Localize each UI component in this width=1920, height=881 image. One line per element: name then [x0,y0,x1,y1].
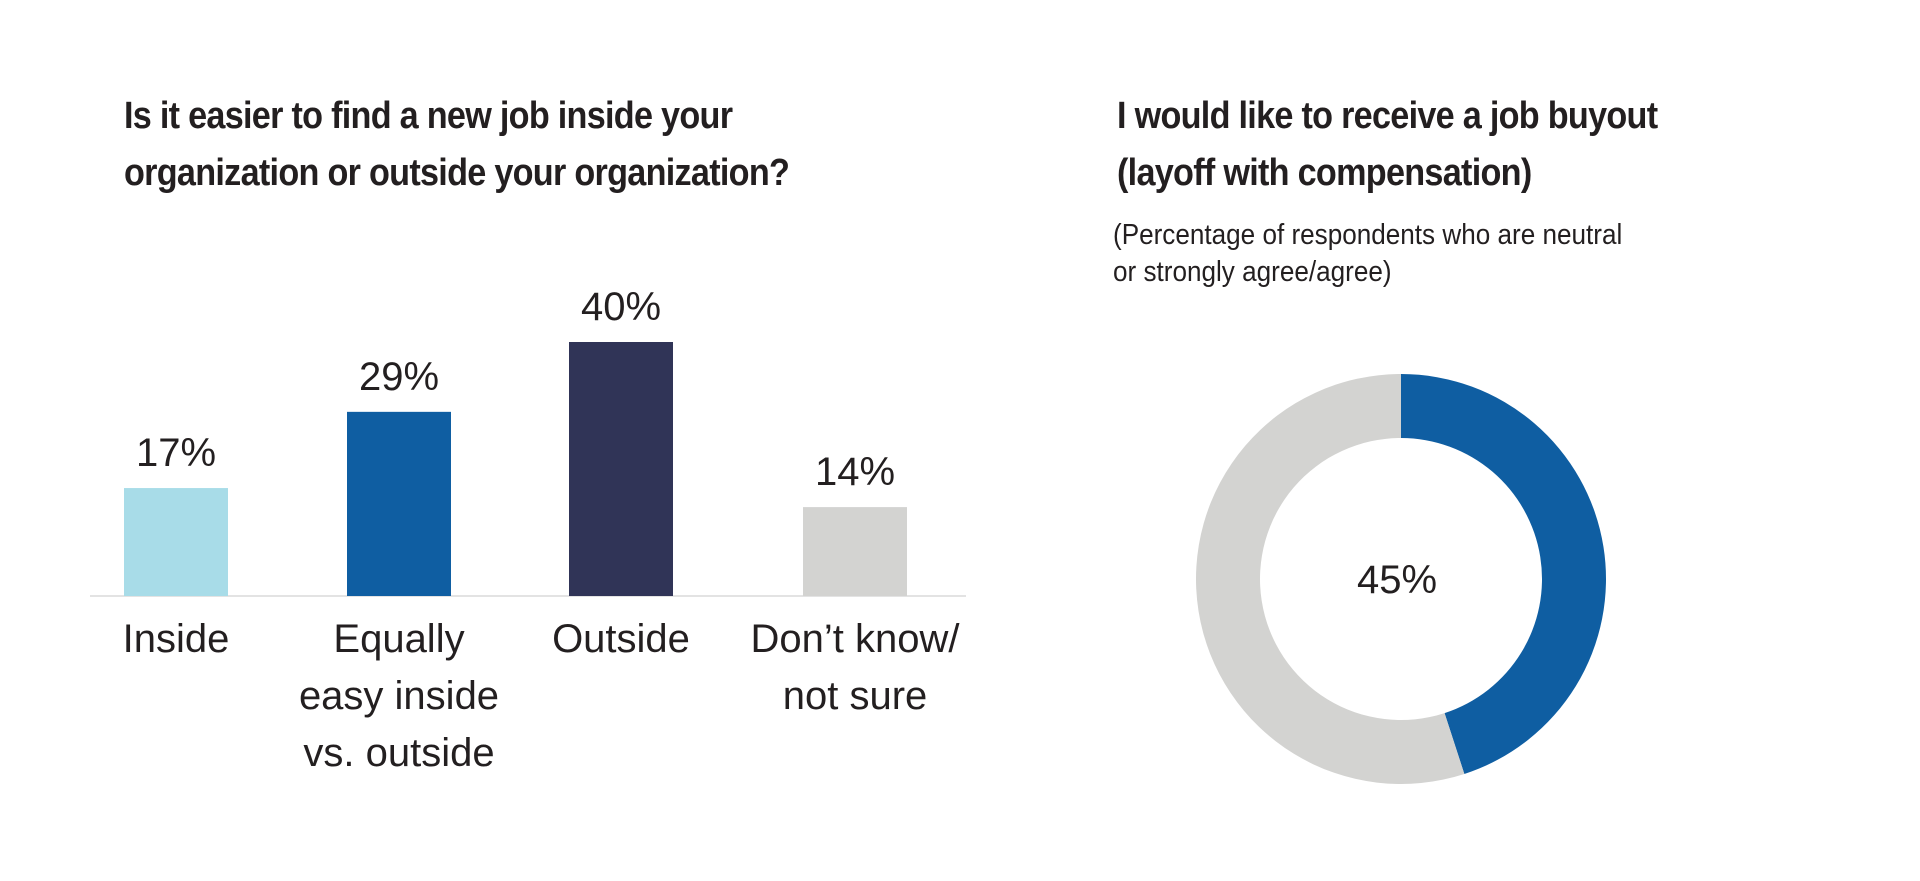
bar-value-label-2: 29% [359,355,439,399]
bar-chart: 17% Inside 29% Equally easy inside vs. outsid… [90,285,966,775]
donut-chart-title-line-2: (layoff with compensation) [1117,152,1532,194]
bar-value-label-1: 17% [136,431,216,475]
bar-4 [803,507,907,596]
donut-chart: 45% [1196,374,1607,784]
bar-3 [569,342,673,596]
bar-value-label-3: 40% [581,285,661,329]
bar-value-label-4: 14% [815,450,895,494]
bar-chart-title-line-1: Is it easier to find a new job inside yo… [124,95,733,137]
bar-chart-title: Is it easier to find a new job inside yo… [124,88,790,202]
bar-category-label-3: Outside [552,617,690,661]
bar-category-label-4: Don’t know/not sure [751,617,961,718]
donut-chart-title: I would like to receive a job buyout (la… [1117,88,1658,202]
bar-category-label-2: Equally easy inside vs. outside [299,617,499,775]
bar-chart-title-line-2: organization or outside your organizatio… [124,152,790,194]
bar-1 [124,488,228,596]
donut-chart-subtitle-line-1: (Percentage of respondents who are neutr… [1113,219,1623,251]
donut-chart-subtitle: (Percentage of respondents who are neutr… [1113,217,1622,291]
donut-slice-2 [1196,374,1465,784]
donut-slice-1 [1401,374,1607,774]
donut-chart-title-line-1: I would like to receive a job buyout [1117,95,1658,137]
donut-center-label: 45% [1357,558,1437,602]
bar-category-label-1: Inside [123,617,230,661]
donut-chart-subtitle-line-2: or strongly agree/agree) [1113,256,1392,288]
bar-2 [347,411,451,596]
